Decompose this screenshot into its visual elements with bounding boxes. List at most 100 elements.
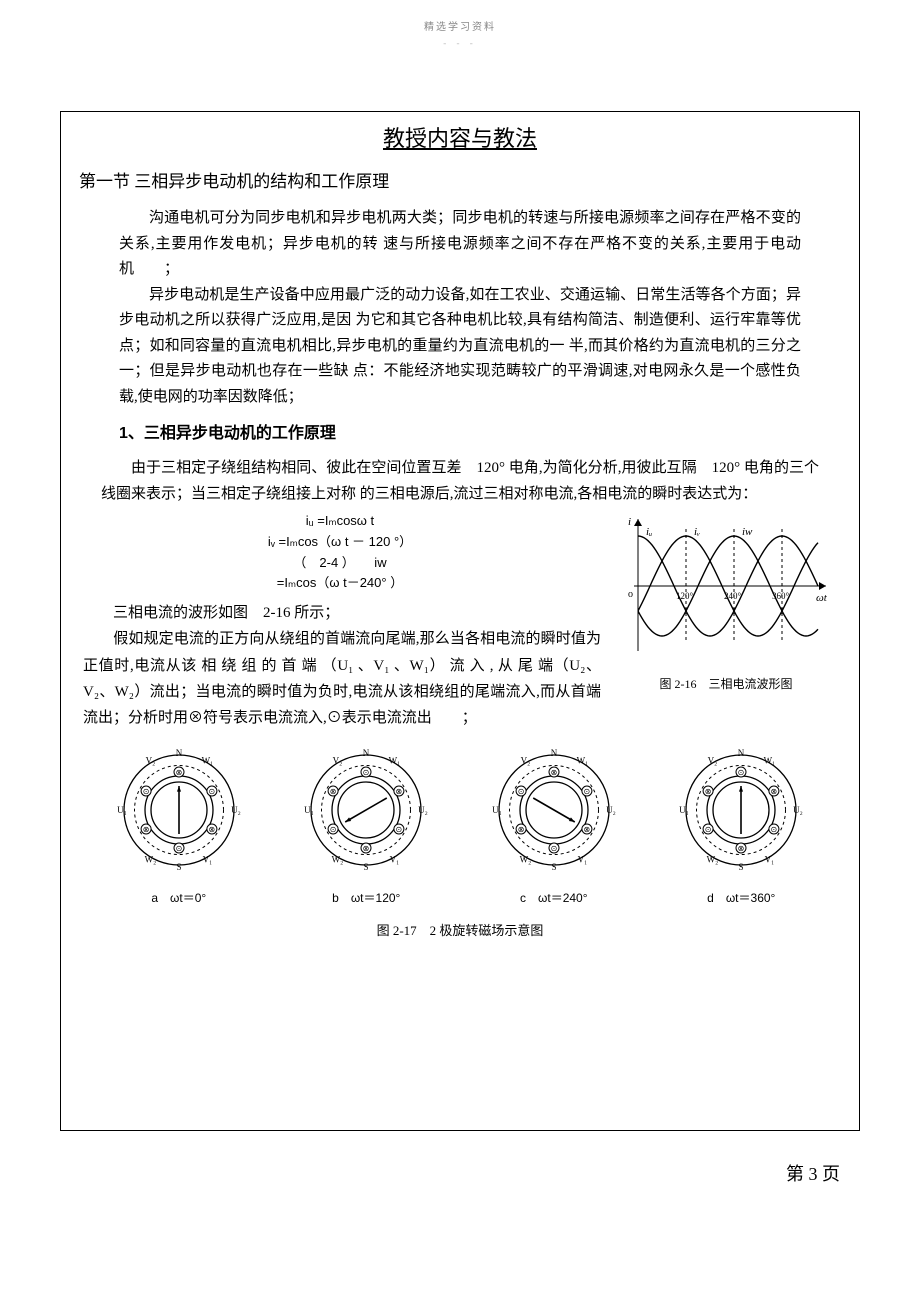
page-number: 第 3 页 [60, 1161, 860, 1188]
stator-diagram-a: ⊗⊙⊗⊙⊗⊙V₂NW₁U₁U₂W₂SV₁ [104, 745, 254, 875]
narrow-paragraph: 三相电流的波形如图 2-16 所示； 假如规定电流的正方向从绕组的首端流向尾端,… [83, 600, 601, 731]
diagram-d-label: d ωt＝360° [652, 889, 832, 907]
content-frame: 教授内容与教法 第一节 三相异步电动机的结构和工作原理 沟通电机可分为同步电机和… [60, 111, 860, 1131]
svg-text:N: N [738, 748, 745, 758]
figure-2-17-caption: 图 2-17 2 极旋转磁场示意图 [79, 921, 841, 941]
svg-text:⊗: ⊗ [142, 825, 149, 834]
svg-text:⊙: ⊙ [517, 787, 524, 796]
svg-text:W₁: W₁ [389, 756, 401, 766]
svg-text:U₁: U₁ [304, 805, 314, 815]
svg-text:⊙: ⊙ [396, 825, 403, 834]
formula-and-waveform-row: iᵤ =Iₘcosω t iᵥ =Iₘcos（ω t － 120 °） （ 2-… [79, 507, 841, 731]
svg-text:iᵤ: iᵤ [646, 526, 652, 538]
paragraph-intro-2: 异步电动机是生产设备中应用最广泛的动力设备,如在工农业、交通运输、日常生活等各个… [119, 283, 801, 411]
section-heading: 第一节 三相异步电动机的结构和工作原理 [79, 169, 841, 195]
svg-text:V₁: V₁ [202, 855, 212, 865]
svg-text:W₁: W₁ [201, 756, 213, 766]
svg-text:⊗: ⊗ [517, 825, 524, 834]
svg-text:⊙: ⊙ [208, 787, 215, 796]
svg-text:⊗: ⊗ [175, 768, 182, 777]
rotating-field-diagrams-row: ⊗ ⊙ ⊗ ⊙ ⊗ ⊙ V₂ N W₁ U₁ U₂ W₂ S V₁ a ωt＝0° ⊙ ⊗ ⊙ ⊗ ⊙ ⊗ V₂ N W₁… [89, 745, 831, 907]
formula-line-2: iᵥ =Iₘcos（ω t － 120 °） [79, 532, 601, 553]
svg-text:⊙: ⊙ [142, 787, 149, 796]
svg-text:N: N [176, 748, 183, 758]
svg-text:⊙: ⊙ [738, 768, 745, 777]
svg-text:V₁: V₁ [765, 855, 775, 865]
paragraph-intro-1: 沟通电机可分为同步电机和异步电机两大类；同步电机的转速与所接电源频率之间存在严格… [119, 206, 801, 283]
right-column: i ωt o 120° 240° 360° iᵤ iᵥ iw [611, 507, 841, 693]
diagram-b-label: b ωt＝120° [277, 889, 457, 907]
svg-text:W₂: W₂ [707, 855, 719, 865]
svg-text:⊗: ⊗ [738, 844, 745, 853]
paragraph-principle: 由于三相定子绕组结构相同、彼此在空间位置互差 120° 电角,为简化分析,用彼此… [101, 456, 819, 507]
diagram-a-label: a ωt＝0° [89, 889, 269, 907]
svg-text:S: S [551, 862, 556, 872]
svg-text:120°: 120° [676, 591, 694, 601]
diagram-c-label: c ωt＝240° [464, 889, 644, 907]
svg-text:ωt: ωt [816, 592, 828, 604]
svg-text:U₂: U₂ [231, 805, 241, 815]
svg-text:V₂: V₂ [333, 756, 343, 766]
svg-text:V₂: V₂ [520, 756, 530, 766]
svg-text:V₂: V₂ [145, 756, 155, 766]
diagram-c: ⊗ ⊙ ⊗ ⊙ ⊗ ⊙ V₂ N W₁ U₁ U₂ W₂ S V₁ c ωt＝240° [464, 745, 644, 907]
svg-text:W₂: W₂ [332, 855, 344, 865]
svg-text:N: N [363, 748, 370, 758]
formula-line-1: iᵤ =Iₘcosω t [79, 511, 601, 532]
svg-text:S: S [364, 862, 369, 872]
left-column: iᵤ =Iₘcosω t iᵥ =Iₘcos（ω t － 120 °） （ 2-… [79, 507, 601, 731]
svg-text:⊗: ⊗ [583, 825, 590, 834]
svg-text:⊗: ⊗ [771, 787, 778, 796]
svg-text:360°: 360° [772, 591, 790, 601]
svg-text:iᵥ: iᵥ [694, 526, 700, 538]
diagram-a: ⊗⊙⊗⊙⊗⊙V₂NW₁U₁U₂W₂SV₁ a ωt＝0° [89, 745, 269, 907]
figure-2-16-caption: 图 2-16 三相电流波形图 [611, 675, 841, 693]
formula-block: iᵤ =Iₘcosω t iᵥ =Iₘcos（ω t － 120 °） （ 2-… [79, 511, 601, 594]
svg-text:U₂: U₂ [793, 805, 803, 815]
watermark: 精选学习资料 - - - [60, 20, 860, 51]
narrow-text: 三相电流的波形如图 2-16 所示； 假如规定电流的正方向从绕组的首端流向尾端,… [83, 605, 601, 726]
stator-diagram-c: ⊗ ⊙ ⊗ ⊙ ⊗ ⊙ V₂ N W₁ U₁ U₂ W₂ S V₁ [479, 745, 629, 875]
svg-text:W₁: W₁ [764, 756, 776, 766]
svg-text:U₂: U₂ [418, 805, 428, 815]
svg-text:⊙: ⊙ [705, 825, 712, 834]
formula-line-4: =Iₘcos（ω t－240° ） [79, 573, 601, 594]
svg-text:⊗: ⊗ [363, 844, 370, 853]
svg-text:⊗: ⊗ [550, 768, 557, 777]
svg-text:U₁: U₁ [117, 805, 127, 815]
svg-text:iw: iw [742, 526, 753, 538]
svg-text:W₂: W₂ [144, 855, 156, 865]
stator-diagram-b: ⊙ ⊗ ⊙ ⊗ ⊙ ⊗ V₂ N W₁ U₁ U₂ W₂ S V₁ [291, 745, 441, 875]
svg-text:U₁: U₁ [492, 805, 502, 815]
formula-line-3: （ 2-4 ） iw [79, 553, 601, 574]
svg-text:⊙: ⊙ [330, 825, 337, 834]
svg-text:240°: 240° [724, 591, 742, 601]
subsection-heading: 1、三相异步电动机的工作原理 [119, 422, 801, 446]
frame-body: 第一节 三相异步电动机的结构和工作原理 沟通电机可分为同步电机和异步电机两大类；… [61, 161, 859, 961]
svg-text:⊙: ⊙ [175, 844, 182, 853]
watermark-dashes: - - - [60, 37, 860, 51]
svg-text:U₂: U₂ [606, 805, 616, 815]
svg-text:W₁: W₁ [576, 756, 588, 766]
diagram-b: ⊙ ⊗ ⊙ ⊗ ⊙ ⊗ V₂ N W₁ U₁ U₂ W₂ S V₁ b ωt＝120° [277, 745, 457, 907]
svg-text:V₂: V₂ [708, 756, 718, 766]
svg-text:N: N [551, 748, 558, 758]
svg-text:o: o [628, 589, 633, 600]
svg-text:⊙: ⊙ [363, 768, 370, 777]
stator-diagram-d: ⊙⊗⊙⊗⊙⊗V₂NW₁U₁U₂W₂SV₁ [666, 745, 816, 875]
svg-text:V₁: V₁ [577, 855, 587, 865]
svg-text:U₁: U₁ [679, 805, 689, 815]
watermark-text: 精选学习资料 [60, 20, 860, 35]
svg-text:⊗: ⊗ [396, 787, 403, 796]
svg-text:S: S [739, 862, 744, 872]
frame-title: 教授内容与教法 [61, 112, 859, 161]
svg-text:⊙: ⊙ [550, 844, 557, 853]
svg-text:W₂: W₂ [519, 855, 531, 865]
svg-text:V₁: V₁ [390, 855, 400, 865]
three-phase-waveform-chart: i ωt o 120° 240° 360° iᵤ iᵥ iw [616, 511, 836, 661]
diagram-d: ⊙⊗⊙⊗⊙⊗V₂NW₁U₁U₂W₂SV₁ d ωt＝360° [652, 745, 832, 907]
svg-text:⊙: ⊙ [583, 787, 590, 796]
svg-text:⊗: ⊗ [330, 787, 337, 796]
svg-text:⊙: ⊙ [771, 825, 778, 834]
svg-text:⊗: ⊗ [208, 825, 215, 834]
